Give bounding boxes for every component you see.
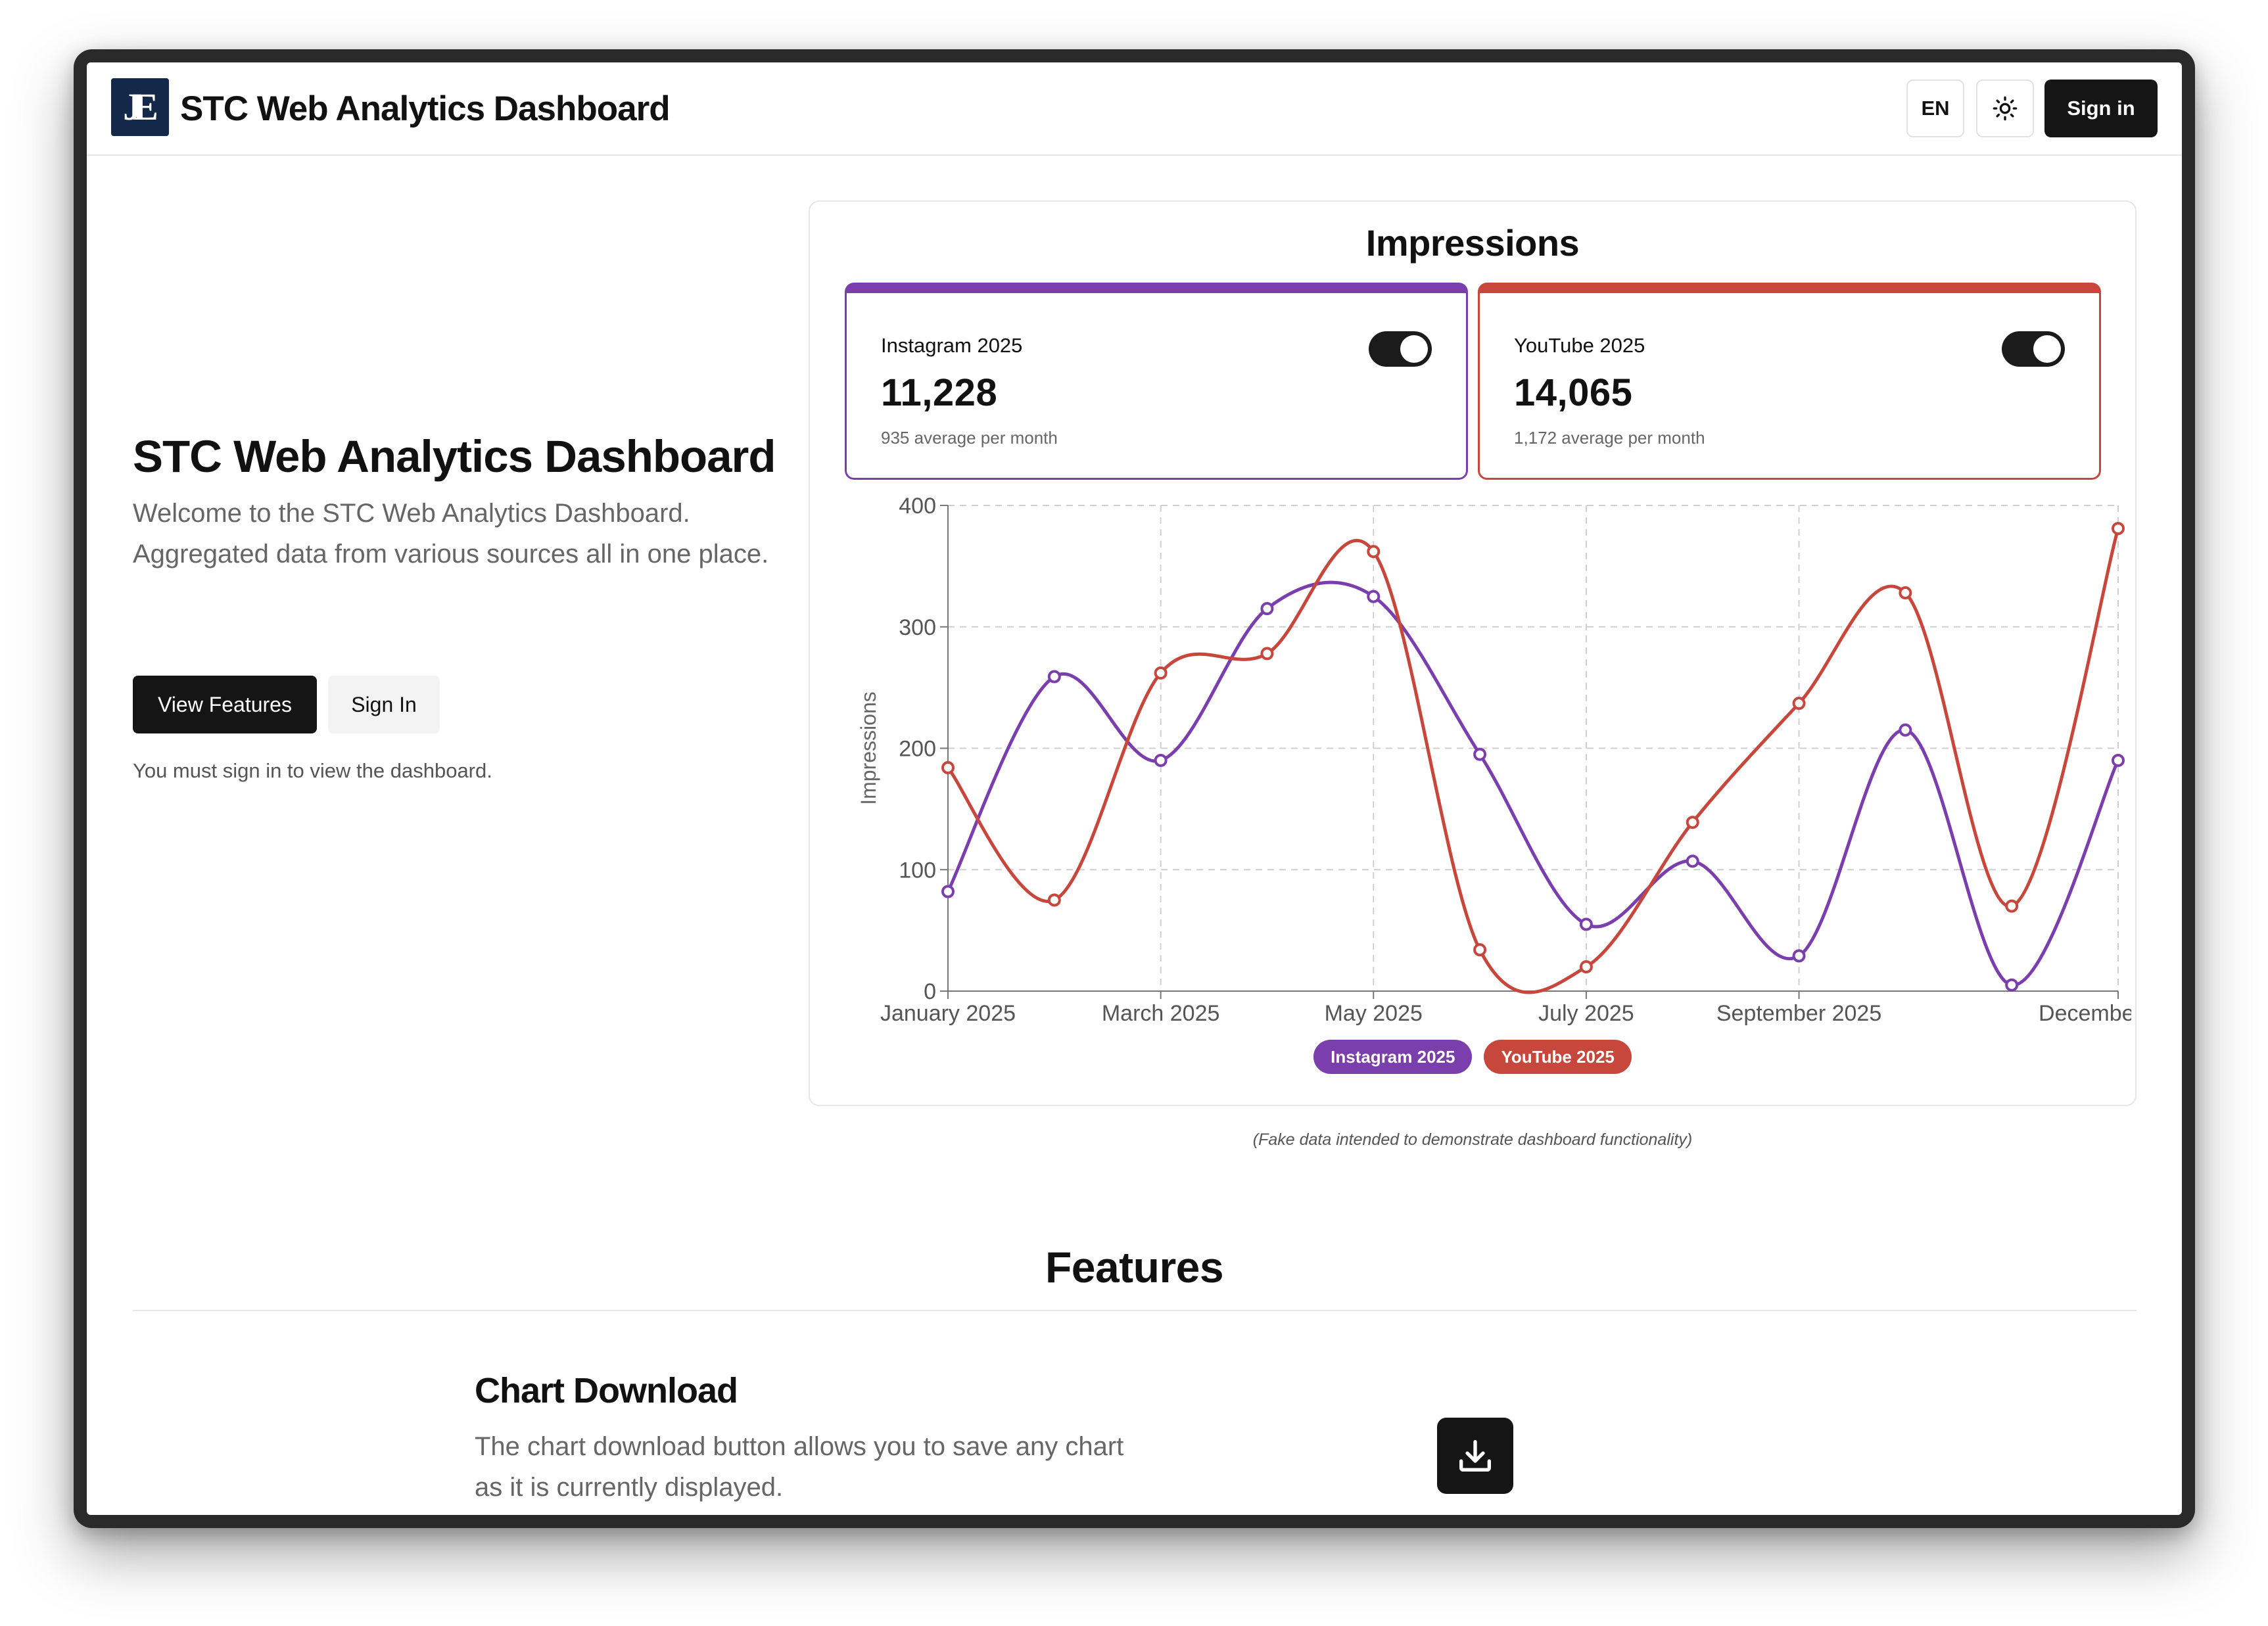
hero-description: Welcome to the STC Web Analytics Dashboa… [133, 499, 769, 569]
youtube-series-line [947, 528, 2120, 994]
youtube-data-point [1367, 545, 1381, 559]
top-header: JE STC Web Analytics Dashboard EN Sign i… [87, 62, 2182, 156]
instagram-data-point [1579, 918, 1593, 931]
legend-youtube[interactable]: YouTube 2025 [1484, 1040, 1632, 1074]
impressions-card: Impressions Instagram 2025 11,228 935 av… [809, 200, 2137, 1106]
youtube-stat-average: 1,172 average per month [1514, 428, 1705, 448]
instagram-data-point [1899, 723, 1912, 737]
x-tick-label: September 2025 [1716, 1001, 1881, 1026]
hero-sign-in-button[interactable]: Sign In [328, 676, 440, 733]
app-logo[interactable]: JE [111, 78, 169, 136]
instagram-data-point [1686, 854, 1699, 868]
youtube-stat-card: YouTube 2025 14,065 1,172 average per mo… [1478, 283, 2101, 480]
youtube-data-point [2005, 899, 2019, 913]
feature-description: The chart download button allows you to … [475, 1432, 1124, 1502]
view-features-button[interactable]: View Features [133, 676, 317, 733]
toggle-knob [1400, 335, 1428, 363]
toggle-knob [2033, 335, 2061, 363]
sun-icon [1993, 96, 2018, 121]
x-tick-label: December 2025 [2039, 1001, 2131, 1026]
instagram-stat-card: Instagram 2025 11,228 935 average per mo… [845, 283, 1468, 480]
features-divider [133, 1310, 2137, 1311]
language-button[interactable]: EN [1906, 80, 1964, 137]
youtube-data-point [1047, 893, 1061, 907]
features-heading: Features [1045, 1243, 1224, 1291]
youtube-stat-label: YouTube 2025 [1514, 334, 1645, 357]
instagram-data-point [1367, 590, 1381, 603]
chart-download-button[interactable] [1437, 1418, 1513, 1494]
app-title: STC Web Analytics Dashboard [180, 89, 671, 128]
instagram-data-point [2005, 978, 2019, 992]
instagram-stat-average: 935 average per month [881, 428, 1058, 448]
y-tick-label: 200 [899, 737, 936, 762]
youtube-stat-value: 14,065 [1514, 371, 1633, 414]
theme-toggle-button[interactable] [1976, 80, 2034, 137]
y-tick-label: 100 [899, 858, 936, 883]
instagram-data-point [1047, 670, 1061, 684]
y-axis-label: Impressions [857, 691, 880, 805]
x-tick-label: May 2025 [1325, 1001, 1423, 1026]
instagram-series-toggle[interactable] [1369, 331, 1432, 367]
device-frame: JE STC Web Analytics Dashboard EN Sign i… [74, 49, 2195, 1528]
y-tick-label: 0 [924, 979, 936, 1004]
browser-viewport: JE STC Web Analytics Dashboard EN Sign i… [87, 62, 2182, 1515]
youtube-data-point [2112, 522, 2125, 536]
youtube-series-toggle[interactable] [2002, 331, 2065, 367]
legend-instagram[interactable]: Instagram 2025 [1313, 1040, 1473, 1074]
instagram-data-point [1260, 602, 1274, 616]
impressions-line-chart: 0 100 200 300 400 January 2025 March 2025 May 2… [857, 498, 2131, 1026]
youtube-data-point [1473, 943, 1487, 957]
instagram-series-line [946, 580, 2120, 987]
chart-legend: Instagram 2025 YouTube 2025 [810, 1040, 2135, 1074]
youtube-data-point [1899, 586, 1912, 600]
instagram-stat-value: 11,228 [881, 371, 998, 414]
youtube-data-point [1579, 960, 1593, 974]
x-tick-label: March 2025 [1102, 1001, 1220, 1026]
youtube-data-point [1686, 816, 1699, 829]
header-sign-in-button[interactable]: Sign in [2044, 80, 2158, 137]
fake-data-note: (Fake data intended to demonstrate dashb… [1252, 1130, 1693, 1149]
youtube-data-point [1154, 666, 1168, 680]
impressions-title: Impressions [1365, 222, 1580, 264]
youtube-data-point [941, 761, 955, 775]
sign-in-note: You must sign in to view the dashboard. [133, 759, 492, 782]
feature-title: Chart Download [475, 1371, 738, 1410]
instagram-data-point [1154, 753, 1168, 767]
hero-title: STC Web Analytics Dashboard [133, 431, 776, 482]
x-tick-label: January 2025 [880, 1001, 1016, 1026]
download-icon [1459, 1440, 1491, 1472]
y-tick-label: 300 [899, 615, 936, 640]
x-tick-label: July 2025 [1538, 1001, 1634, 1026]
instagram-data-point [1473, 747, 1487, 761]
youtube-data-point [1260, 647, 1274, 661]
logo-text: JE [123, 85, 158, 128]
y-tick-label: 400 [899, 498, 936, 519]
instagram-stat-label: Instagram 2025 [881, 334, 1023, 357]
youtube-data-point [1792, 697, 1806, 710]
instagram-data-point [2112, 753, 2125, 767]
instagram-data-point [941, 885, 955, 898]
instagram-data-point [1792, 949, 1806, 963]
